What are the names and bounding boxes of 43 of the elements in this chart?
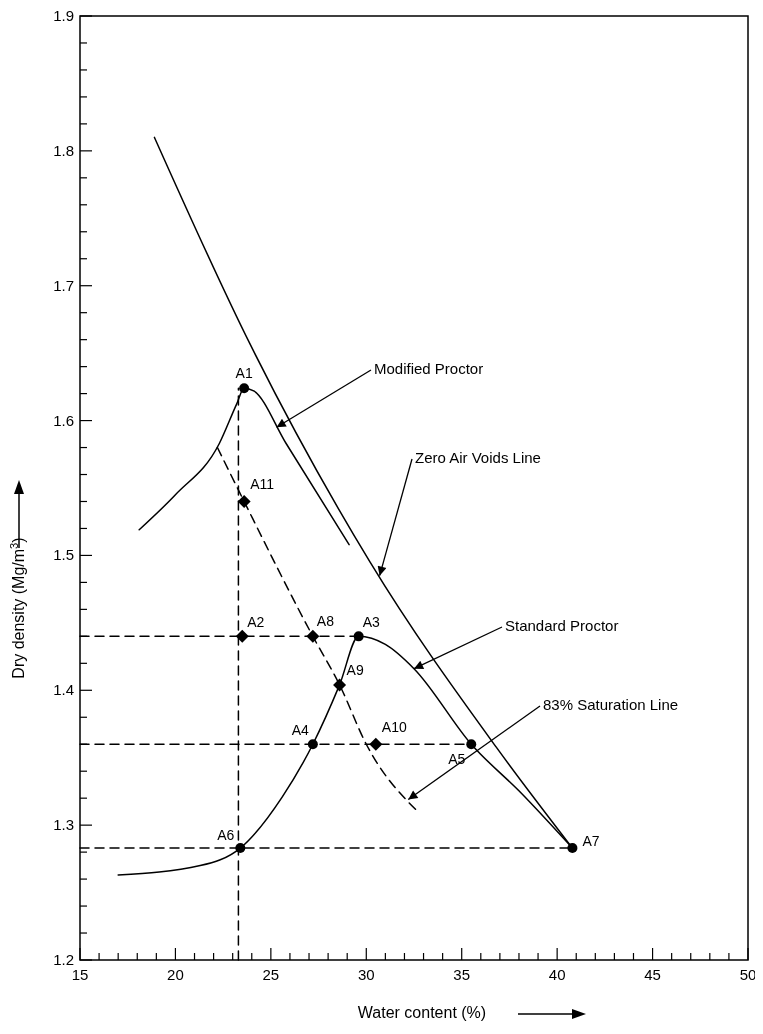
x-tick-label: 45	[644, 966, 661, 983]
point	[369, 737, 383, 751]
point	[466, 739, 477, 750]
y-tick-label: 1.5	[53, 546, 74, 564]
y-tick-label: 1.8	[53, 141, 74, 159]
annotation: A7	[582, 833, 600, 850]
point	[239, 383, 250, 394]
annotation: A8	[316, 613, 335, 630]
point	[307, 739, 318, 750]
x-tick-label: 40	[548, 966, 566, 983]
annotation: A9	[346, 661, 364, 678]
y-tick-label: 1.2	[53, 951, 74, 968]
x-axis-title: Water content (%)	[357, 1004, 487, 1021]
annotation: A5	[448, 751, 466, 768]
point	[235, 629, 249, 643]
point	[306, 629, 320, 643]
y-tick-label: 1.7	[53, 276, 74, 294]
x-tick-label: 30	[357, 966, 375, 983]
y-tick-label: 1.9	[53, 7, 74, 24]
point	[333, 678, 347, 692]
point	[353, 631, 364, 642]
annotation: A6	[217, 827, 235, 844]
x-tick-label: 20	[167, 966, 184, 983]
x-tick-label: 15	[71, 966, 89, 983]
annotation: Standard Proctor	[505, 617, 619, 634]
point	[235, 843, 246, 854]
x-tick-label: 50	[739, 966, 757, 983]
annotation: 83% Saturation Line	[543, 696, 679, 713]
annotation: A11	[250, 476, 275, 493]
annotation: A2	[247, 614, 265, 631]
annotation: A3	[362, 614, 380, 631]
annotation: A1	[235, 365, 253, 382]
y-tick-label: 1.3	[53, 816, 74, 834]
annotation: A4	[291, 722, 310, 739]
point	[567, 843, 578, 854]
y-tick-label: 1.4	[53, 681, 74, 699]
annotation: Modified Proctor	[374, 360, 484, 377]
annotation: Zero Air Voids Line	[415, 449, 541, 466]
x-tick-label: 35	[453, 966, 471, 983]
x-tick-label: 25	[262, 966, 280, 983]
annotation: A10	[381, 719, 407, 736]
y-tick-label: 1.6	[53, 411, 74, 429]
point	[237, 494, 251, 508]
